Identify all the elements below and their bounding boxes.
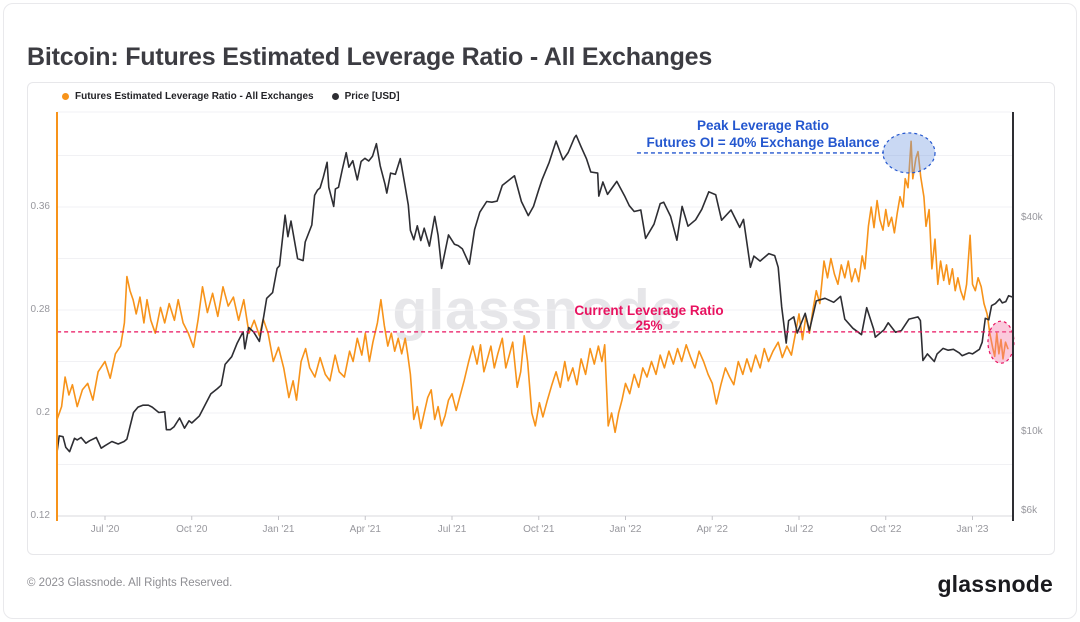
glassnode-logo: glassnode bbox=[937, 571, 1053, 597]
chart-legend: Futures Estimated Leverage Ratio - All E… bbox=[62, 89, 400, 103]
current-highlight-ellipse bbox=[987, 320, 1015, 364]
legend-item-leverage-ratio[interactable]: Futures Estimated Leverage Ratio - All E… bbox=[62, 91, 314, 102]
legend-item-price[interactable]: Price [USD] bbox=[331, 90, 400, 102]
legend-dot-black-icon bbox=[331, 92, 339, 100]
legend-label: Price [USD] bbox=[344, 90, 400, 102]
series-price bbox=[57, 134, 1013, 453]
footer-copyright: © 2023 Glassnode. All Rights Reserved. bbox=[27, 577, 233, 589]
peak-highlight-ellipse bbox=[882, 132, 936, 174]
page-title: Bitcoin: Futures Estimated Leverage Rati… bbox=[27, 42, 713, 71]
legend-label: Futures Estimated Leverage Ratio - All E… bbox=[75, 90, 314, 102]
legend-dot-orange-icon bbox=[62, 92, 69, 100]
series-leverage-ratio bbox=[57, 140, 1009, 434]
